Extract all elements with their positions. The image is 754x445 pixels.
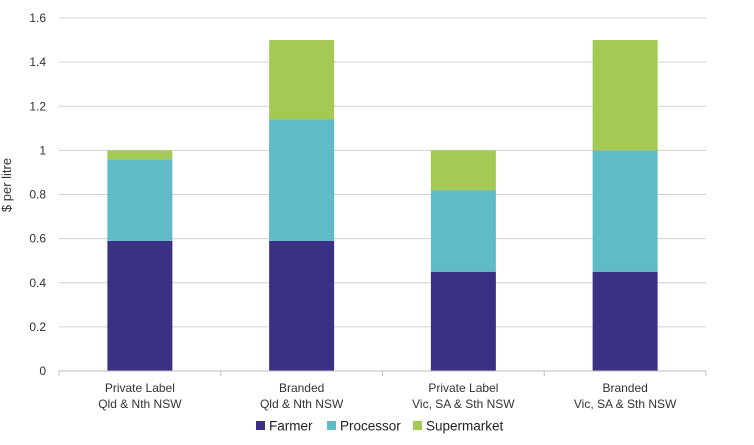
bar-farmer-2	[269, 240, 335, 371]
y-tick-label: 0.8	[29, 188, 46, 202]
legend-label-farmer: Farmer	[269, 419, 313, 434]
legend-label-supermarket: Supermarket	[426, 419, 504, 434]
x-category-label: Private Label	[105, 381, 175, 395]
bar-processor-2	[269, 119, 335, 241]
y-tick-label: 1	[39, 143, 46, 157]
bars	[107, 40, 658, 371]
y-tick-label: 0.2	[29, 320, 46, 334]
x-category-label: Private Label	[428, 381, 498, 395]
y-tick-label: 1.2	[29, 99, 46, 113]
y-tick-label: 0.6	[29, 232, 46, 246]
bar-farmer-4	[592, 271, 658, 371]
y-axis-ticks: 0 0.2 0.4 0.6 0.8 1 1.2 1.4 1.6	[29, 11, 46, 378]
legend-swatch-supermarket	[413, 421, 422, 430]
y-tick-label: 1.4	[29, 55, 46, 69]
y-tick-label: 0.4	[29, 276, 46, 290]
bar-supermarket-1	[107, 150, 173, 160]
x-category-label: Qld & Nth NSW	[260, 397, 344, 411]
x-axis	[58, 370, 707, 376]
x-category-label: Branded	[602, 381, 647, 395]
bar-supermarket-4	[592, 40, 658, 151]
x-category-label: Vic, SA & Sth NSW	[412, 397, 515, 411]
x-category-label: Branded	[279, 381, 324, 395]
legend-label-processor: Processor	[340, 419, 401, 434]
legend: Farmer Processor Supermarket	[256, 419, 504, 434]
x-category-label: Qld & Nth NSW	[98, 397, 182, 411]
bar-supermarket-2	[269, 40, 335, 120]
bar-farmer-1	[107, 240, 173, 371]
bar-processor-4	[592, 150, 658, 272]
x-category-label: Vic, SA & Sth NSW	[574, 397, 677, 411]
x-axis-category-labels: Private Label Qld & Nth NSW Branded Qld & N…	[98, 381, 677, 411]
legend-swatch-processor	[327, 421, 336, 430]
y-tick-label: 0	[39, 364, 46, 378]
legend-swatch-farmer	[256, 421, 265, 430]
y-tick-label: 1.6	[29, 11, 46, 25]
bar-supermarket-3	[430, 150, 496, 191]
bar-processor-1	[107, 159, 173, 241]
y-axis-label: $ per litre	[0, 158, 14, 212]
bar-farmer-3	[430, 271, 496, 371]
bar-processor-3	[430, 190, 496, 272]
